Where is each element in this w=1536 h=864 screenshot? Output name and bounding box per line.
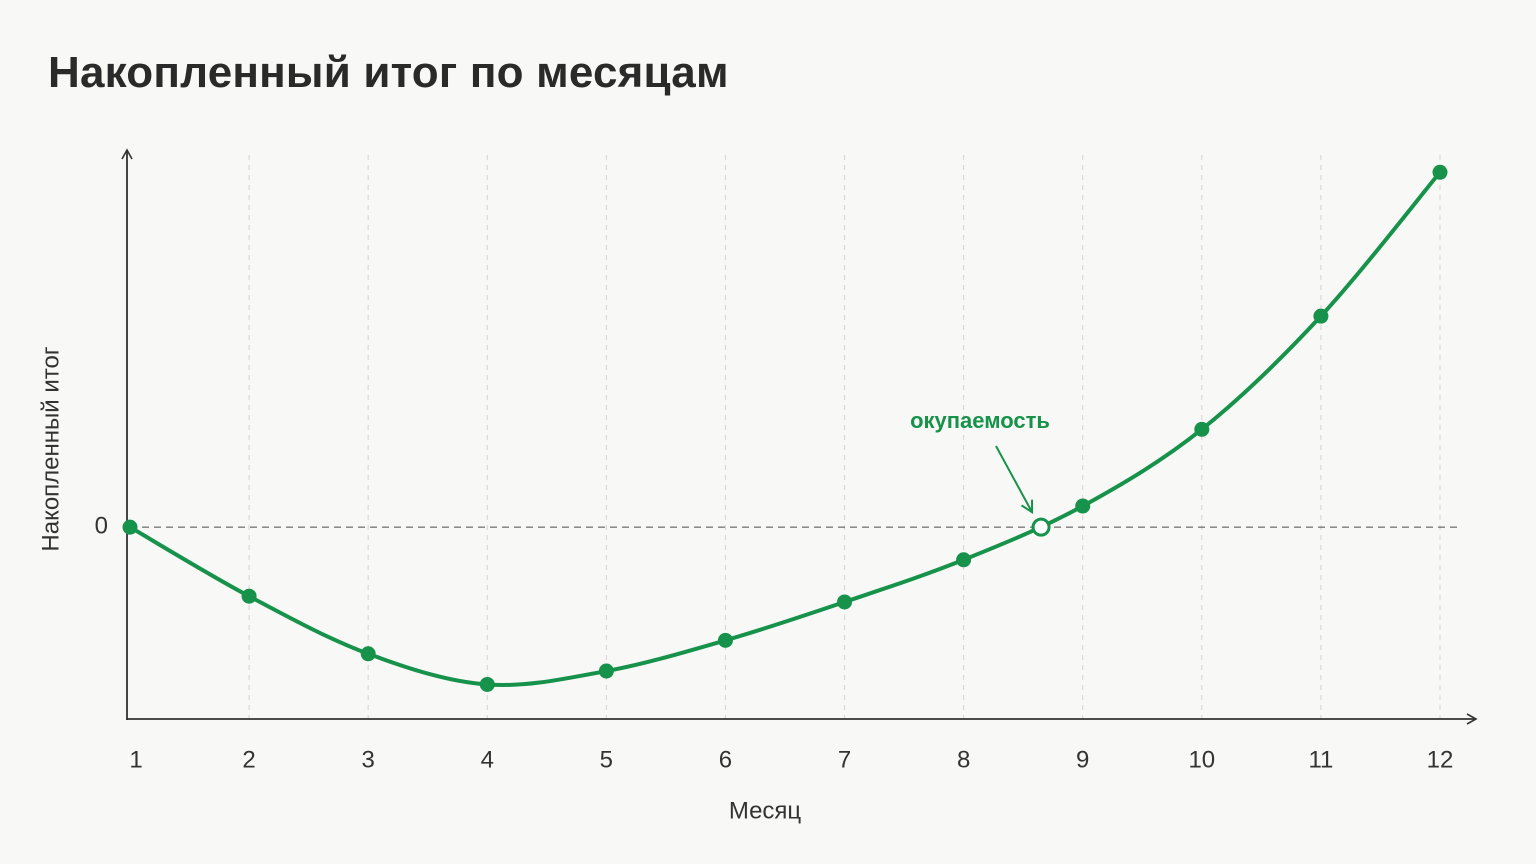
data-point-month-7 — [837, 594, 853, 610]
data-point-month-8 — [956, 552, 972, 568]
data-point-month-9 — [1075, 498, 1091, 514]
x-tick-label: 6 — [719, 746, 732, 773]
breakeven-marker — [1031, 517, 1051, 537]
chart-title: Накопленный итог по месяцам — [48, 48, 729, 97]
y-tick-label: 0 — [95, 513, 108, 540]
x-tick-label: 1 — [129, 746, 142, 773]
x-tick-label: 4 — [481, 746, 494, 773]
x-tick-label: 5 — [600, 746, 613, 773]
data-point-month-4 — [479, 676, 495, 692]
data-point-month-12 — [1432, 164, 1448, 180]
series-line — [128, 170, 1442, 687]
grid-lines — [248, 155, 1441, 719]
annotation-group: окупаемость — [910, 408, 1051, 537]
x-tick-label: 7 — [838, 746, 851, 773]
data-point-month-2 — [241, 588, 257, 604]
x-tick-label: 2 — [242, 746, 255, 773]
annotation-label: окупаемость — [910, 408, 1050, 433]
data-point-month-10 — [1194, 421, 1210, 437]
data-points — [122, 164, 1448, 692]
annotation-arrow — [995, 445, 1032, 512]
y-axis-label: Накопленный итог — [37, 346, 64, 551]
x-tick-labels: 1 2 3 4 5 6 7 8 9 10 11 12 — [129, 746, 1453, 773]
data-point-month-11 — [1313, 308, 1329, 324]
x-tick-label: 8 — [957, 746, 970, 773]
x-tick-label: 3 — [362, 746, 375, 773]
x-tick-label: 11 — [1308, 746, 1333, 773]
data-point-month-3 — [360, 646, 376, 662]
x-tick-label: 9 — [1076, 746, 1089, 773]
data-point-month-6 — [717, 632, 733, 648]
y-tick-labels: 0 — [95, 513, 108, 540]
x-axis-label: Месяц — [729, 797, 802, 824]
data-point-month-1 — [122, 519, 138, 535]
x-tick-label: 12 — [1427, 746, 1454, 773]
data-point-month-5 — [598, 663, 614, 679]
x-tick-label: 10 — [1188, 746, 1215, 773]
